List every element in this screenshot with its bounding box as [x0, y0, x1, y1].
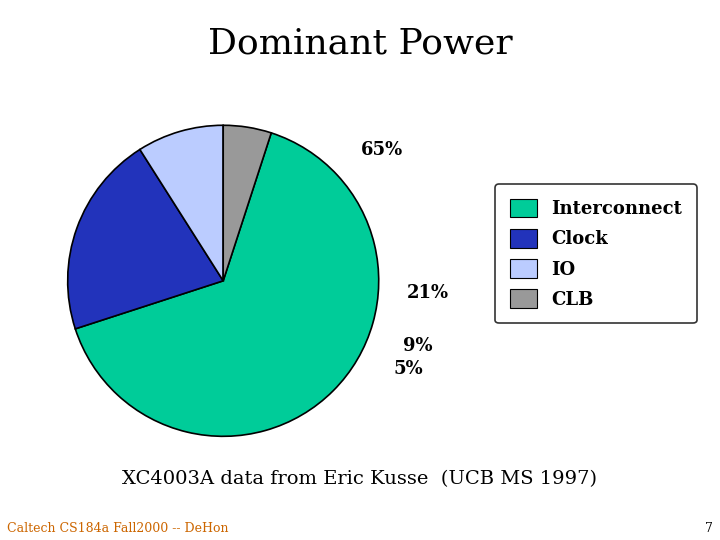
- Wedge shape: [223, 125, 271, 281]
- Text: 65%: 65%: [361, 141, 402, 159]
- Text: 9%: 9%: [403, 337, 433, 355]
- Text: 5%: 5%: [394, 360, 423, 378]
- Text: Dominant Power: Dominant Power: [207, 27, 513, 61]
- Text: Caltech CS184a Fall2000 -- DeHon: Caltech CS184a Fall2000 -- DeHon: [7, 522, 229, 535]
- Wedge shape: [140, 125, 223, 281]
- Text: XC4003A data from Eric Kusse  (UCB MS 1997): XC4003A data from Eric Kusse (UCB MS 199…: [122, 470, 598, 488]
- Wedge shape: [68, 150, 223, 329]
- Wedge shape: [76, 133, 379, 436]
- Text: 21%: 21%: [407, 285, 449, 302]
- Text: 7: 7: [705, 522, 713, 535]
- Legend: Interconnect, Clock, IO, CLB: Interconnect, Clock, IO, CLB: [495, 185, 696, 323]
